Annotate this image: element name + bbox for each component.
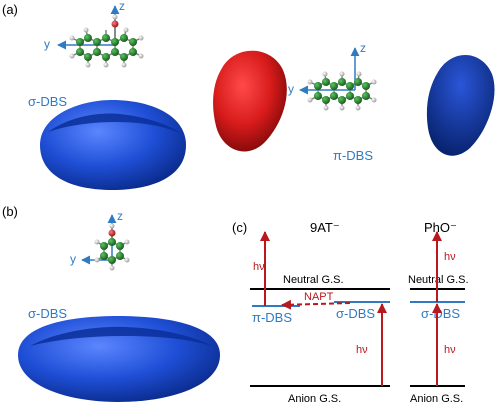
hv-label-3: hν [444,251,456,263]
panel-label-c: (c) [232,220,247,235]
sigma-dbs-label-a: σ-DBS [28,94,67,109]
pi-dbs-level-label: π-DBS [252,310,292,325]
z-axis-label: z [119,0,125,13]
neutral-gs-label-1: Neutral G.S. [283,274,344,286]
sigma-dbs-orbital-a [40,100,186,190]
y-axis-label-3: y [70,252,76,266]
anion-gs-label-2: Anion G.S. [410,393,463,405]
z-axis-label-2: z [360,41,366,55]
sigma-dbs-orbital-b [18,316,220,402]
col2-title: PhO⁻ [424,220,457,235]
hv-label-4: hν [444,344,456,356]
col1-title: 9AT⁻ [310,220,340,235]
molecule-a-left: z y [44,0,144,68]
napt-label: NAPT [304,291,334,303]
y-axis-label: y [44,37,50,51]
pi-dbs-label-a: π-DBS [333,148,373,163]
hv-label-1: hν [253,261,265,273]
anion-gs-label-1: Anion G.S. [288,393,341,405]
pi-dbs-blue-lobe [426,54,495,156]
sigma-dbs-label-b: σ-DBS [28,306,67,321]
sigma-dbs-level-label-2: σ-DBS [421,306,460,321]
molecule-a-center: z y [288,41,377,111]
molecule-b: z y [70,209,130,271]
napt-arrow [281,299,351,310]
pi-dbs-red-lobe [213,50,287,152]
sigma-dbs-level-label-1: σ-DBS [336,306,375,321]
energy-diagram: 9AT⁻ PhO⁻ Neutral G.S. Neutral G.S. Anio… [250,220,469,405]
neutral-gs-label-2: Neutral G.S. [408,274,469,286]
panel-label-a: (a) [2,2,18,17]
y-axis-label-2: y [288,82,294,96]
hv-label-2: hν [356,344,368,356]
z-axis-label-3: z [117,209,123,223]
panel-label-b: (b) [2,204,18,219]
